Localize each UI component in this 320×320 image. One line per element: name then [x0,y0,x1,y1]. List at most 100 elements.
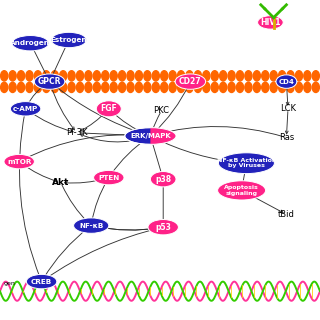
Ellipse shape [312,71,319,81]
Ellipse shape [161,71,168,81]
Ellipse shape [118,71,126,81]
Ellipse shape [51,71,58,81]
Ellipse shape [220,71,227,81]
Ellipse shape [152,71,159,81]
Ellipse shape [211,71,218,81]
Text: NF-κB Activation
by Viruses: NF-κB Activation by Viruses [217,158,276,168]
Ellipse shape [125,128,176,144]
Text: p38: p38 [155,175,171,184]
Ellipse shape [295,71,302,81]
Ellipse shape [102,82,109,92]
Ellipse shape [76,82,84,92]
Text: PTEN: PTEN [98,175,119,180]
Text: PI-3K: PI-3K [66,128,88,137]
Text: p53: p53 [155,223,171,232]
Ellipse shape [34,71,42,81]
Text: Androgen: Androgen [10,40,51,46]
Ellipse shape [43,71,50,81]
Text: GPCR: GPCR [38,77,61,86]
Ellipse shape [304,82,311,92]
Ellipse shape [287,71,294,81]
Ellipse shape [304,71,311,81]
Ellipse shape [312,82,319,92]
Ellipse shape [94,170,124,185]
Ellipse shape [1,71,8,81]
Ellipse shape [51,82,58,92]
Ellipse shape [118,82,126,92]
Ellipse shape [295,82,302,92]
Ellipse shape [245,71,252,81]
Ellipse shape [18,82,25,92]
Ellipse shape [110,82,117,92]
Ellipse shape [228,71,235,81]
Text: CD4: CD4 [278,79,294,84]
Ellipse shape [169,71,176,81]
Ellipse shape [178,82,185,92]
Text: Estrogen: Estrogen [51,37,87,43]
Ellipse shape [194,71,202,81]
Ellipse shape [150,172,176,187]
Text: NF-κB: NF-κB [79,223,103,228]
Ellipse shape [9,82,16,92]
Ellipse shape [93,71,100,81]
Text: Akt: Akt [52,178,69,187]
Ellipse shape [60,82,67,92]
Ellipse shape [220,82,227,92]
Text: Apoptosis
signaling: Apoptosis signaling [224,185,259,196]
Ellipse shape [135,82,142,92]
Text: tBid: tBid [278,210,295,219]
Ellipse shape [278,82,286,92]
Ellipse shape [203,82,210,92]
Ellipse shape [262,82,269,92]
PathPatch shape [150,128,176,144]
Ellipse shape [236,71,244,81]
Ellipse shape [35,74,65,89]
Ellipse shape [96,101,121,117]
Ellipse shape [43,82,50,92]
Ellipse shape [258,16,283,29]
Text: FGF: FGF [100,104,117,113]
Text: ERK/MAPK: ERK/MAPK [130,133,171,139]
Ellipse shape [93,82,100,92]
Ellipse shape [236,82,244,92]
Ellipse shape [26,71,33,81]
Ellipse shape [253,71,260,81]
Ellipse shape [85,82,92,92]
Ellipse shape [262,71,269,81]
Ellipse shape [270,82,277,92]
Ellipse shape [175,74,205,89]
Ellipse shape [203,71,210,81]
Text: HIV1: HIV1 [260,18,281,27]
Text: c-AMP: c-AMP [13,106,38,112]
Text: mTOR: mTOR [7,159,31,164]
Ellipse shape [211,82,218,92]
Ellipse shape [60,71,67,81]
Ellipse shape [27,275,57,289]
Ellipse shape [270,71,277,81]
Text: Ras: Ras [279,133,294,142]
Ellipse shape [144,71,151,81]
Text: CREB: CREB [31,279,52,284]
Ellipse shape [68,82,75,92]
Ellipse shape [102,71,109,81]
Ellipse shape [127,71,134,81]
Ellipse shape [18,71,25,81]
Ellipse shape [26,82,33,92]
Text: PKC: PKC [154,106,170,115]
Ellipse shape [194,82,202,92]
Ellipse shape [34,82,42,92]
Ellipse shape [186,82,193,92]
Ellipse shape [228,82,235,92]
Ellipse shape [253,82,260,92]
Ellipse shape [127,82,134,92]
Ellipse shape [178,71,185,81]
Ellipse shape [68,71,75,81]
Ellipse shape [4,155,35,169]
Text: gen: gen [3,281,15,286]
Ellipse shape [148,220,179,235]
Ellipse shape [218,181,266,200]
Ellipse shape [76,71,84,81]
Text: LCK: LCK [280,104,296,113]
Ellipse shape [9,71,16,81]
Ellipse shape [74,218,109,233]
